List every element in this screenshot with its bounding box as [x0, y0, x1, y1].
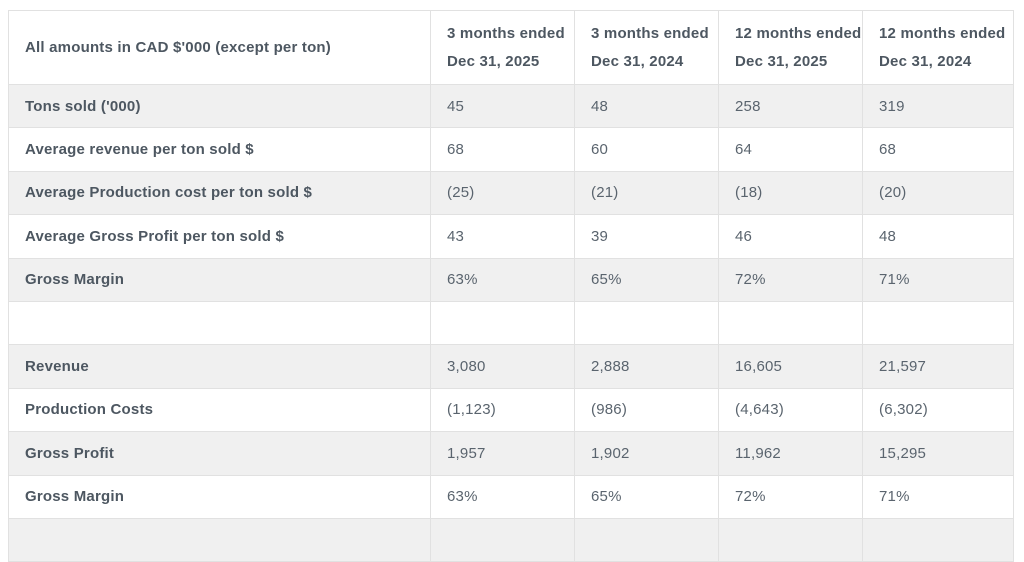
table-row-avg-production-cost-per-ton: Average Production cost per ton sold $ (… — [8, 170, 1014, 216]
row-label: Tons sold ('000) — [8, 83, 431, 129]
table-cell: (1,123) — [430, 387, 575, 433]
financial-results-table: All amounts in CAD $'000 (except per ton… — [8, 10, 1014, 562]
table-cell: 68 — [430, 127, 575, 172]
period-date: Dec 31, 2024 — [591, 52, 684, 70]
table-cell: 15,295 — [862, 431, 1014, 476]
period-label: 12 months ended — [735, 24, 862, 42]
table-cell: 72% — [718, 474, 863, 519]
table-cell: 319 — [862, 83, 1014, 129]
table-cell: 258 — [718, 83, 863, 129]
row-label: Average Gross Profit per ton sold $ — [8, 214, 431, 259]
table-row-tons-sold: Tons sold ('000) 45 48 258 319 — [8, 83, 1014, 129]
table-cell: 2,888 — [574, 344, 719, 389]
table-cell: (4,643) — [718, 387, 863, 433]
row-label — [8, 300, 431, 346]
table-cell: 11,962 — [718, 431, 863, 476]
column-header-12mo-2025: 12 months ended Dec 31, 2025 — [718, 10, 863, 85]
row-label: Gross Margin — [8, 474, 431, 519]
table-row-avg-revenue-per-ton: Average revenue per ton sold $ 68 60 64 … — [8, 127, 1014, 172]
table-cell: 43 — [430, 214, 575, 259]
row-label: Production Costs — [8, 387, 431, 433]
row-label: Average Production cost per ton sold $ — [8, 170, 431, 216]
period-label: 3 months ended — [447, 24, 565, 42]
table-row-production-costs: Production Costs (1,123) (986) (4,643) (… — [8, 387, 1014, 433]
table-cell — [574, 300, 719, 346]
table-cell: (18) — [718, 170, 863, 216]
table-row-gross-margin: Gross Margin 63% 65% 72% 71% — [8, 474, 1014, 519]
row-label: Gross Margin — [8, 257, 431, 302]
table-cell — [430, 300, 575, 346]
table-row-avg-gross-profit-per-ton: Average Gross Profit per ton sold $ 43 3… — [8, 214, 1014, 259]
table-row-spacer — [8, 300, 1014, 346]
row-label: Average revenue per ton sold $ — [8, 127, 431, 172]
table-cell: 72% — [718, 257, 863, 302]
period-date: Dec 31, 2025 — [447, 52, 540, 70]
table-cell: 1,957 — [430, 431, 575, 476]
table-cell: 48 — [574, 83, 719, 129]
table-cell — [862, 300, 1014, 346]
table-cell: 60 — [574, 127, 719, 172]
financial-results-table-container: All amounts in CAD $'000 (except per ton… — [8, 10, 1014, 562]
column-header-12mo-2024: 12 months ended Dec 31, 2024 — [862, 10, 1014, 85]
table-cell: (20) — [862, 170, 1014, 216]
row-label: Gross Profit — [8, 431, 431, 476]
column-header-3mo-2024: 3 months ended Dec 31, 2024 — [574, 10, 719, 85]
table-cell: 71% — [862, 474, 1014, 519]
table-cell: 16,605 — [718, 344, 863, 389]
table-cell: 46 — [718, 214, 863, 259]
table-cell: 1,902 — [574, 431, 719, 476]
table-cell: 3,080 — [430, 344, 575, 389]
table-header-row: All amounts in CAD $'000 (except per ton… — [8, 10, 1014, 85]
table-cell: 63% — [430, 257, 575, 302]
column-header-3mo-2025: 3 months ended Dec 31, 2025 — [430, 10, 575, 85]
table-cell: 63% — [430, 474, 575, 519]
table-cell: (25) — [430, 170, 575, 216]
table-cell: 65% — [574, 257, 719, 302]
table-cell: 39 — [574, 214, 719, 259]
period-label: 12 months ended — [879, 24, 1006, 42]
table-cell: 21,597 — [862, 344, 1014, 389]
table-cell: 45 — [430, 83, 575, 129]
table-cell: 48 — [862, 214, 1014, 259]
units-note-header: All amounts in CAD $'000 (except per ton… — [8, 10, 431, 85]
table-cell: 68 — [862, 127, 1014, 172]
table-cell: (986) — [574, 387, 719, 433]
table-row-gross-margin-per-ton: Gross Margin 63% 65% 72% 71% — [8, 257, 1014, 302]
table-cell: (6,302) — [862, 387, 1014, 433]
period-label: 3 months ended — [591, 24, 709, 42]
period-date: Dec 31, 2025 — [735, 52, 828, 70]
row-label: Revenue — [8, 344, 431, 389]
table-cell: (21) — [574, 170, 719, 216]
period-date: Dec 31, 2024 — [879, 52, 972, 70]
table-cell: 64 — [718, 127, 863, 172]
table-row-gross-profit: Gross Profit 1,957 1,902 11,962 15,295 — [8, 431, 1014, 476]
table-cell — [718, 300, 863, 346]
table-cell: 65% — [574, 474, 719, 519]
table-cell: 71% — [862, 257, 1014, 302]
table-row-revenue: Revenue 3,080 2,888 16,605 21,597 — [8, 344, 1014, 389]
